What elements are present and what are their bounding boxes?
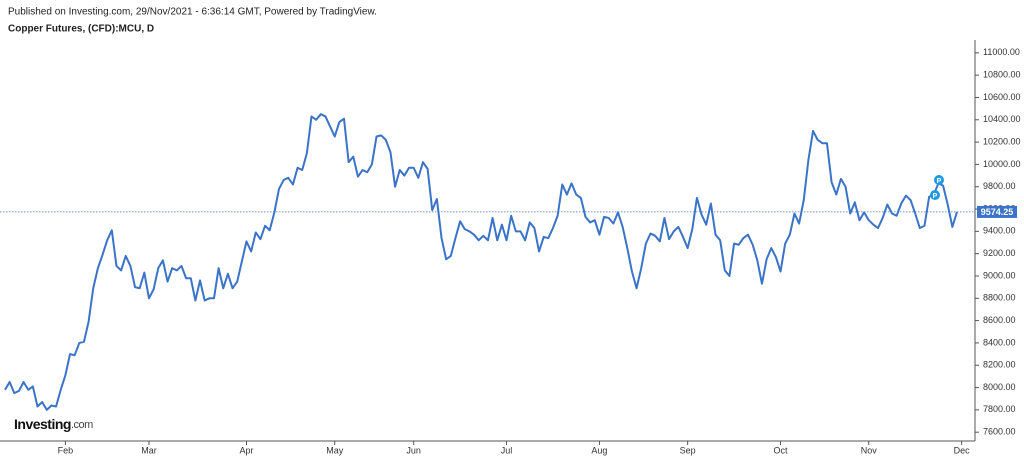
x-tick-label: Nov: [861, 445, 878, 455]
last-price-box: [977, 205, 1017, 218]
watermark: Investing.com: [14, 416, 93, 432]
plot: [0, 113, 975, 411]
marker-icon: [934, 175, 944, 185]
watermark-brand: Investing: [14, 416, 71, 432]
y-tick-label: 7800.00: [983, 404, 1016, 414]
y-tick-label: 11000.00: [983, 47, 1020, 57]
x-tick-label: May: [326, 445, 344, 455]
y-tick-label: 7600.00: [983, 427, 1016, 437]
last-price-label: 9574.25: [981, 207, 1014, 217]
y-tick-label: 10800.00: [983, 70, 1021, 80]
y-tick-label: 8600.00: [983, 315, 1016, 325]
chart-title: Copper Futures, (CFD):MCU, D: [8, 24, 154, 35]
y-tick-label: 10400.00: [983, 114, 1021, 124]
y-tick-label: 8000.00: [983, 382, 1016, 392]
x-tick-label: Apr: [239, 445, 253, 455]
chart-subtitle: Published on Investing.com, 29/Nov/2021 …: [8, 7, 377, 18]
y-tick-label: 10200.00: [983, 136, 1021, 146]
x-tick-label: Jul: [501, 445, 513, 455]
y-tick-label: 8200.00: [983, 360, 1016, 370]
watermark-suffix: .com: [71, 419, 93, 431]
price-line: [4, 113, 958, 411]
x-tick-label: Feb: [58, 445, 74, 455]
marker-icon-label: P: [933, 193, 938, 200]
marker-icon-label: P: [937, 178, 942, 185]
y-tick-label: 9400.00: [983, 226, 1016, 236]
marker-icon: [930, 190, 940, 200]
y-tick-label: 9800.00: [983, 181, 1016, 191]
y-tick-label: 10000.00: [983, 159, 1021, 169]
x-tick-label: Oct: [774, 445, 789, 455]
y-tick-label: 8800.00: [983, 293, 1016, 303]
x-tick-label: Dec: [954, 445, 971, 455]
x-tick-label: Sep: [680, 445, 696, 455]
x-tick-label: Mar: [141, 445, 157, 455]
y-tick-label: 9000.00: [983, 270, 1016, 280]
y-tick-label: 8400.00: [983, 337, 1016, 347]
x-tick-label: Aug: [591, 445, 607, 455]
x-tick-label: Jun: [406, 445, 421, 455]
y-tick-label: 9200.00: [983, 248, 1016, 258]
y-tick-label: 10600.00: [983, 92, 1021, 102]
